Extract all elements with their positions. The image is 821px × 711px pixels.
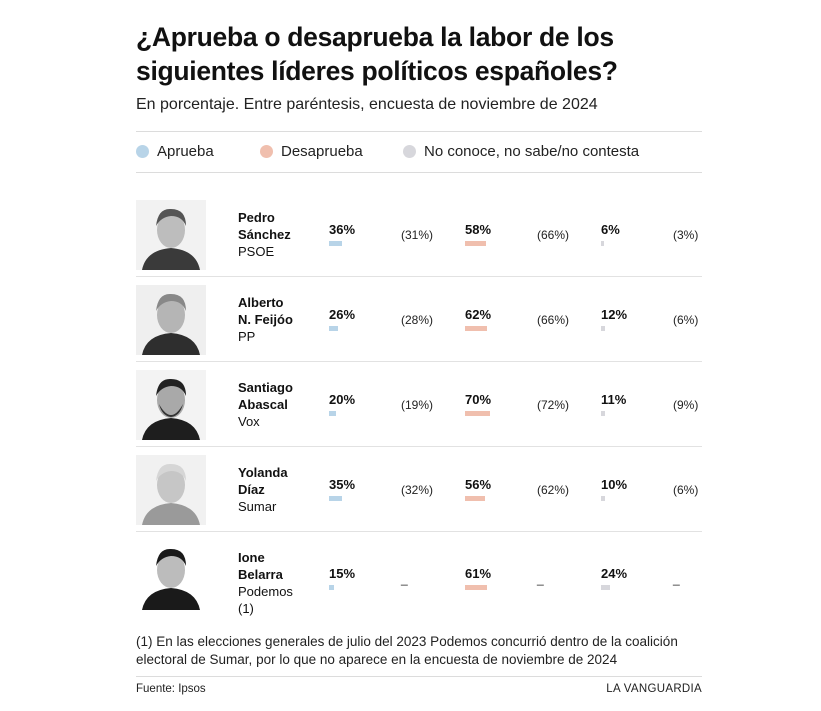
bar-unknown (601, 585, 610, 590)
leader-photo (136, 200, 206, 270)
value-disapprove: 62% (465, 307, 492, 322)
leader-party: PSOE (238, 244, 275, 259)
value-unknown: 24% (601, 566, 628, 581)
leader-photo (136, 285, 206, 355)
legend-item-no-sabe: No conoce, no sabe/no contesta (403, 143, 639, 160)
bar-unknown (601, 326, 606, 331)
previous-disapprove: (72%) (537, 398, 570, 412)
brand-logo: LA VANGUARDIA (606, 683, 702, 695)
leader-photo (136, 540, 206, 610)
chart-title: ¿Aprueba o desaprueba la labor de los si… (136, 22, 618, 86)
leader-name: Ione (238, 550, 265, 565)
legend-label-desaprueba: Desaprueba (281, 143, 363, 160)
previous-disapprove: (66%) (537, 228, 570, 242)
previous-approve: (28%) (401, 313, 434, 327)
bar-disapprove (465, 411, 491, 416)
previous-unknown: (6%) (673, 313, 699, 327)
legend-item-desaprueba: Desaprueba (260, 143, 363, 160)
bar-unknown (601, 496, 605, 501)
previous-unknown: _ (673, 572, 680, 586)
leader-name: Santiago (238, 380, 293, 395)
leader-name-block: Alberto N. Feijóo PP (238, 294, 318, 345)
leader-name: Alberto (238, 295, 284, 310)
leader-name: Díaz (238, 482, 265, 497)
previous-disapprove: _ (537, 572, 544, 586)
previous-approve: (32%) (401, 483, 434, 497)
chart-subtitle: En porcentaje. Entre paréntesis, encuest… (136, 96, 598, 113)
value-unknown: 12% (601, 307, 628, 322)
bar-approve (329, 326, 339, 331)
bar-approve (329, 585, 335, 590)
previous-approve: (19%) (401, 398, 434, 412)
bar-disapprove (465, 326, 488, 331)
previous-unknown: (9%) (673, 398, 699, 412)
value-disapprove: 70% (465, 392, 492, 407)
footnote: (1) En las elecciones generales de julio… (136, 634, 678, 667)
leader-party: Sumar (238, 499, 277, 514)
previous-disapprove: (66%) (537, 313, 570, 327)
value-approve: 15% (329, 566, 356, 581)
bar-approve (329, 411, 337, 416)
bar-disapprove (465, 496, 486, 501)
value-disapprove: 61% (465, 566, 492, 581)
value-unknown: 6% (601, 222, 620, 237)
value-approve: 35% (329, 477, 356, 492)
previous-disapprove: (62%) (537, 483, 570, 497)
previous-approve: _ (401, 572, 408, 586)
leader-name: Yolanda (238, 465, 288, 480)
previous-unknown: (6%) (673, 483, 699, 497)
leader-name-block: Yolanda Díaz Sumar (238, 464, 318, 515)
leader-name: Sánchez (238, 227, 291, 242)
leader-party: Podemos (238, 584, 293, 599)
leader-name-block: Pedro Sánchez PSOE (238, 209, 318, 260)
previous-unknown: (3%) (673, 228, 699, 242)
leader-row: Yolanda Díaz Sumar 35% (32%) 56% (62%) 10% (6%) (136, 447, 702, 532)
leader-party: Vox (238, 414, 260, 429)
leader-photo (136, 455, 206, 525)
leader-party: PP (238, 329, 256, 344)
leader-rows: Pedro Sánchez PSOE 36% (31%) 58% (66%) 6% (3%) A… (136, 192, 702, 620)
leader-name: N. Feijóo (238, 312, 293, 327)
leader-row: Pedro Sánchez PSOE 36% (31%) 58% (66%) 6% (3%) (136, 192, 702, 277)
leader-row: Ione Belarra Podemos (1) 15% _ 61% _ 24% _ (136, 532, 702, 620)
value-approve: 36% (329, 222, 356, 237)
legend-swatch-no-sabe (403, 145, 416, 158)
divider-legend (136, 172, 702, 173)
divider-top (136, 131, 702, 132)
value-approve: 26% (329, 307, 356, 322)
value-unknown: 11% (601, 392, 627, 407)
leader-name: Pedro (238, 210, 275, 225)
party-footnote-mark: (1) (238, 601, 254, 616)
leader-row: Santiago Abascal Vox 20% (19%) 70% (72%) 11% (9%… (136, 362, 702, 447)
value-approve: 20% (329, 392, 356, 407)
bar-disapprove (465, 585, 487, 590)
bar-approve (329, 496, 342, 501)
leader-name-block: Ione Belarra Podemos (1) (238, 549, 318, 617)
legend-label-no-sabe: No conoce, no sabe/no contesta (424, 143, 640, 160)
source: Fuente: Ipsos (136, 683, 206, 695)
value-disapprove: 58% (465, 222, 492, 237)
legend-swatch-desaprueba (260, 145, 273, 158)
leader-name: Belarra (238, 567, 283, 582)
bar-approve (329, 241, 342, 246)
leader-name-block: Santiago Abascal Vox (238, 379, 318, 430)
leader-row: Alberto N. Feijóo PP 26% (28%) 62% (66%) 12% (6%… (136, 277, 702, 362)
divider-bottom (136, 676, 702, 677)
value-disapprove: 56% (465, 477, 492, 492)
bar-disapprove (465, 241, 486, 246)
value-unknown: 10% (601, 477, 628, 492)
legend: Aprueba Desaprueba No conoce, no sabe/no… (136, 143, 702, 163)
bar-unknown (601, 241, 604, 246)
legend-label-aprueba: Aprueba (157, 143, 214, 160)
leader-name: Abascal (238, 397, 288, 412)
leader-photo (136, 370, 206, 440)
legend-swatch-aprueba (136, 145, 149, 158)
legend-item-aprueba: Aprueba (136, 143, 214, 160)
previous-approve: (31%) (401, 228, 434, 242)
bar-unknown (601, 411, 605, 416)
